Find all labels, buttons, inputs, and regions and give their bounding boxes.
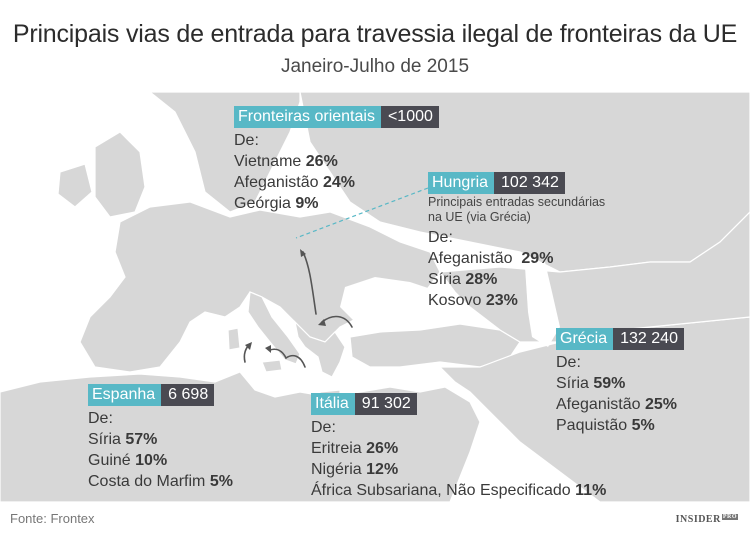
page-title: Principais vias de entrada para travessi… (12, 20, 738, 48)
origin-row: Costa do Marfim 5% (88, 473, 233, 490)
source-note: Fonte: Frontex (10, 511, 95, 526)
ireland-land (57, 163, 93, 208)
spain-tag: Espanha 6 698 (88, 384, 233, 406)
region-name: Hungria (428, 172, 495, 194)
italy-tag: Itália 91 302 (311, 393, 606, 415)
greece-panel: Grécia 132 240 De: Síria 59% Afeganistão… (556, 328, 684, 436)
origin-row: Eritreia 26% (311, 440, 399, 457)
origin-row: Paquistão 5% (556, 417, 655, 434)
region-count: 102 342 (494, 172, 565, 194)
hungary-dashed-connector (295, 187, 429, 239)
italy-land (247, 291, 301, 365)
origin-row: Síria 28% (428, 271, 498, 288)
origin-row: Afeganistão 24% (234, 174, 355, 191)
sardinia-land (227, 327, 241, 351)
from-label: De: (88, 410, 113, 427)
origin-row: Afeganistão 25% (556, 396, 677, 413)
origin-row: Afeganistão 29% (428, 250, 554, 267)
insider-logo: INSIDER PRO (675, 514, 738, 525)
arrowhead-sicily (245, 342, 252, 350)
origin-row: Síria 59% (556, 375, 626, 392)
greece-tag: Grécia 132 240 (556, 328, 684, 350)
origin-row: Guiné 10% (88, 452, 168, 469)
origin-row: África Subsariana, Não Especificado 11% (311, 482, 607, 499)
arrowhead-italy (265, 345, 271, 353)
eastern-borders-tag: Fronteiras orientais <1000 (234, 106, 439, 128)
from-label: De: (428, 229, 453, 246)
from-label: De: (311, 419, 336, 436)
russia-south-land (438, 211, 750, 343)
caspian-sea (525, 262, 560, 347)
region-name: Grécia (556, 328, 614, 350)
region-count: 6 698 (161, 384, 215, 406)
origin-row: Geórgia 9% (234, 195, 319, 212)
arrowhead-hungary (300, 249, 306, 257)
page-subtitle: Janeiro-Julho de 2015 (280, 56, 470, 77)
hungary-panel: Hungria 102 342 Principais entradas secu… (428, 172, 605, 311)
balkans-land (294, 320, 346, 378)
middle-east-land (438, 316, 750, 502)
sicily-land (261, 359, 283, 373)
origin-row: Vietname 26% (234, 153, 338, 170)
arrow-balkans-hungary (302, 251, 317, 315)
region-name: Espanha (88, 384, 162, 406)
origin-row: Síria 57% (88, 431, 158, 448)
region-name: Fronteiras orientais (234, 106, 381, 128)
hungary-tag: Hungria 102 342 (428, 172, 605, 194)
arrow-libya-italy-a (285, 354, 306, 368)
origin-row: Kosovo 23% (428, 292, 518, 309)
arrowhead-greece (318, 319, 326, 326)
region-count: <1000 (380, 106, 439, 128)
italy-panel: Itália 91 302 De: Eritreia 26% Nigéria 1… (311, 393, 606, 501)
region-count: 132 240 (613, 328, 684, 350)
eastern-borders-panel: Fronteiras orientais <1000 De: Vietname … (234, 106, 439, 214)
from-label: De: (234, 132, 259, 149)
spain-panel: Espanha 6 698 De: Síria 57% Guiné 10% Co… (88, 384, 233, 492)
region-count: 91 302 (354, 393, 417, 415)
hungary-note-line2: na UE (via Grécia) (428, 210, 531, 224)
from-label: De: (556, 354, 581, 371)
origin-row: Nigéria 12% (311, 461, 399, 478)
british-isles-land (94, 131, 146, 218)
black-sea (340, 277, 445, 327)
region-name: Itália (311, 393, 355, 415)
arrow-turkey-greece (321, 315, 353, 328)
hungary-note-line1: Principais entradas secundárias (428, 195, 606, 209)
arrow-libya-italy-b (269, 348, 287, 359)
anatolia-land (349, 323, 521, 368)
